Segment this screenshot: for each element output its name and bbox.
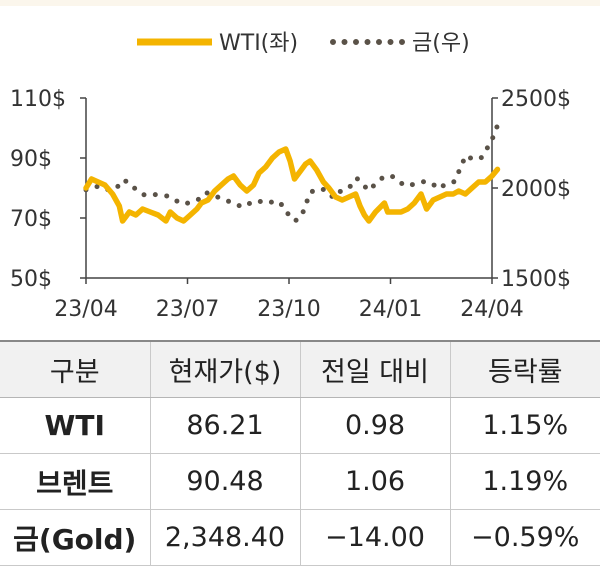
row-change: 0.98 bbox=[300, 398, 450, 454]
y-left-ticks: 110$ 90$ 70$ 50$ bbox=[10, 87, 86, 292]
header-rate: 등락률 bbox=[450, 341, 600, 398]
price-table: 구분 현재가($) 전일 대비 등락률 WTI 86.21 0.98 1.15%… bbox=[0, 340, 600, 566]
legend: WTI(좌) 금(우) bbox=[137, 31, 470, 56]
y-right-tick-label: 1500$ bbox=[501, 267, 571, 292]
x-tick-label: 24/04 bbox=[460, 297, 523, 322]
row-price: 90.48 bbox=[150, 454, 300, 510]
table-row: WTI 86.21 0.98 1.15% bbox=[0, 398, 600, 454]
legend-gold-label: 금(우) bbox=[412, 31, 470, 56]
legend-wti-label: WTI(좌) bbox=[219, 31, 298, 56]
row-rate: 1.19% bbox=[450, 454, 600, 510]
x-tick-label: 23/04 bbox=[54, 297, 117, 322]
table-row: 금(Gold) 2,348.40 −14.00 −0.59% bbox=[0, 510, 600, 566]
table-header-row: 구분 현재가($) 전일 대비 등락률 bbox=[0, 341, 600, 398]
x-ticks: 23/04 23/07 23/10 24/01 24/04 bbox=[54, 278, 523, 322]
row-rate: −0.59% bbox=[450, 510, 600, 566]
y-left-tick-label: 70$ bbox=[10, 207, 52, 232]
y-left-tick-label: 90$ bbox=[10, 147, 52, 172]
row-label-brent: 브렌트 bbox=[0, 454, 150, 510]
axes bbox=[86, 98, 492, 278]
line-chart: WTI(좌) 금(우) 110$ 90$ 70$ 50$ 2500$ 2000$ 1500… bbox=[0, 0, 600, 330]
row-change: −14.00 bbox=[300, 510, 450, 566]
row-label-gold: 금(Gold) bbox=[0, 510, 150, 566]
header-change: 전일 대비 bbox=[300, 341, 450, 398]
y-left-tick-label: 50$ bbox=[10, 267, 52, 292]
header-price: 현재가($) bbox=[150, 341, 300, 398]
header-category: 구분 bbox=[0, 341, 150, 398]
x-tick-label: 23/10 bbox=[257, 297, 320, 322]
row-rate: 1.15% bbox=[450, 398, 600, 454]
row-label-wti: WTI bbox=[0, 398, 150, 454]
row-change: 1.06 bbox=[300, 454, 450, 510]
row-price: 2,348.40 bbox=[150, 510, 300, 566]
y-left-tick-label: 110$ bbox=[10, 87, 66, 112]
table-row: 브렌트 90.48 1.06 1.19% bbox=[0, 454, 600, 510]
y-right-ticks: 2500$ 2000$ 1500$ bbox=[492, 87, 571, 292]
y-right-tick-label: 2500$ bbox=[501, 87, 571, 112]
x-tick-label: 23/07 bbox=[156, 297, 219, 322]
x-tick-label: 24/01 bbox=[359, 297, 422, 322]
y-right-tick-label: 2000$ bbox=[501, 177, 571, 202]
row-price: 86.21 bbox=[150, 398, 300, 454]
series-layer bbox=[86, 125, 498, 221]
